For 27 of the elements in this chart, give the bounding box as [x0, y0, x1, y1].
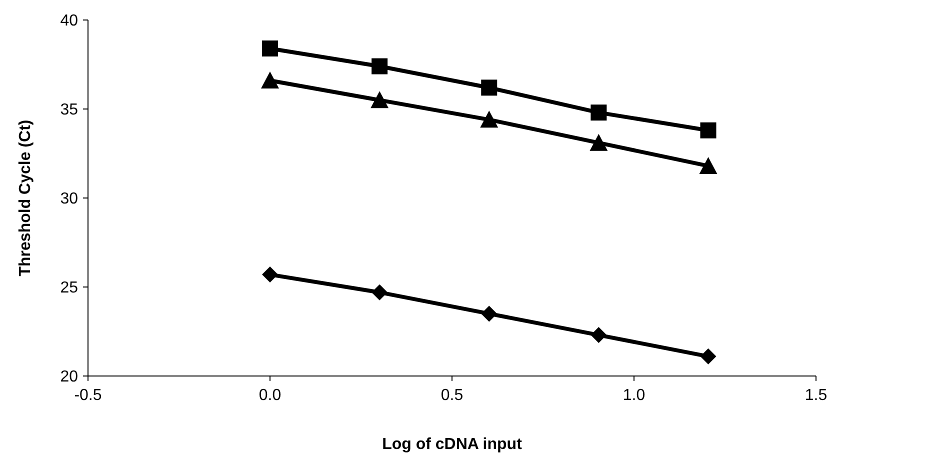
y-tick-label: 25: [60, 280, 78, 297]
point: [590, 104, 607, 121]
point: [700, 348, 716, 364]
y-tick-label: 20: [60, 368, 78, 386]
x-tick-label: 1.0: [622, 387, 646, 404]
point: [262, 40, 278, 56]
point: [262, 266, 278, 283]
point: [700, 122, 716, 138]
point: [370, 91, 389, 108]
point: [590, 134, 608, 151]
x-tick-label: 0.0: [258, 387, 282, 404]
x-axis-title: Log of cDNA input: [382, 436, 523, 453]
x-tick-label: -0.5: [74, 387, 102, 404]
y-axis-title: Threshold Cycle (Ct): [17, 120, 34, 276]
point: [480, 110, 498, 128]
point: [372, 284, 388, 300]
point: [481, 306, 498, 322]
x-tick-label: 1.5: [804, 387, 828, 404]
point: [699, 156, 718, 174]
point: [372, 58, 388, 74]
y-tick-label: 40: [60, 12, 78, 30]
x-tick-label: 0.5: [440, 387, 464, 404]
y-tick-label: 35: [60, 102, 78, 119]
point: [481, 80, 498, 96]
point: [261, 72, 279, 89]
y-tick-label: 30: [60, 190, 78, 208]
point: [590, 327, 607, 344]
